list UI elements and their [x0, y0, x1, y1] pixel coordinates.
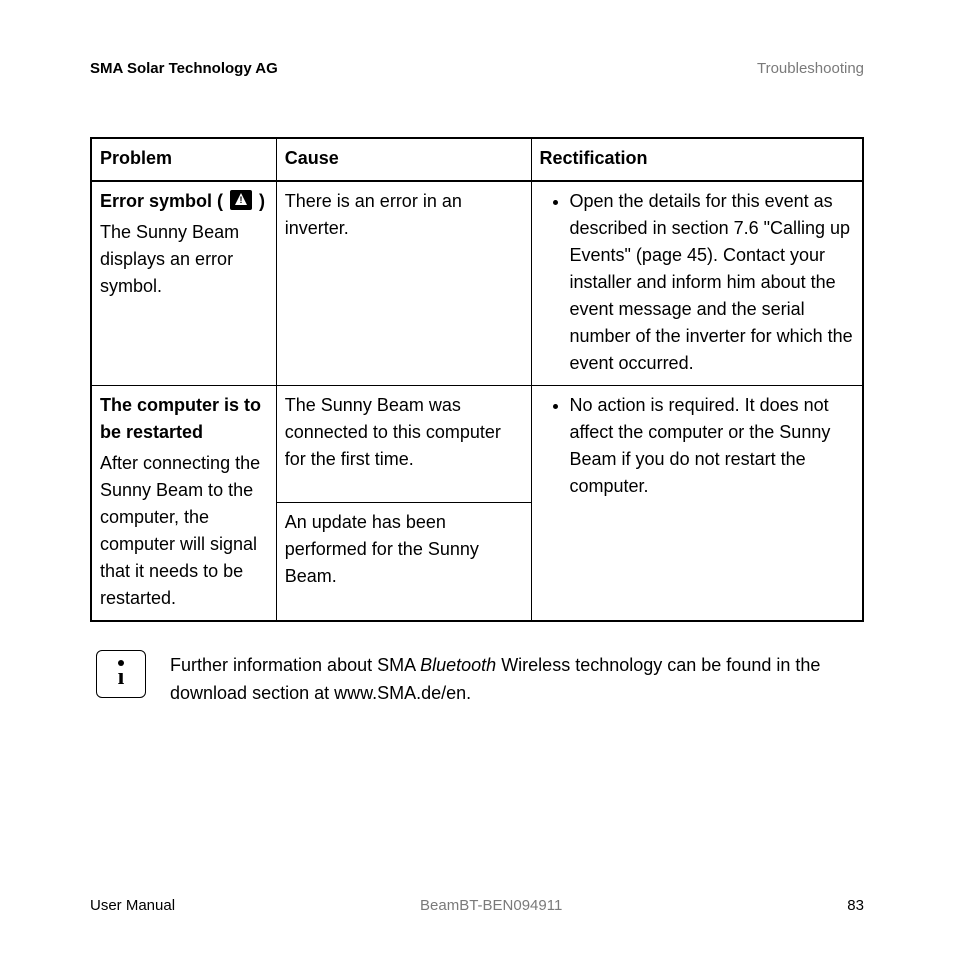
col-cause: Cause: [276, 138, 531, 181]
cell-cause: An update has been performed for the Sun…: [276, 503, 531, 621]
footer-left: User Manual: [90, 897, 175, 914]
page-header: SMA Solar Technology AG Troubleshooting: [90, 60, 864, 77]
rectification-list: No action is required. It does not affec…: [540, 392, 854, 500]
footer-page: 83: [807, 897, 864, 914]
info-note: ı Further information about SMA Bluetoot…: [90, 650, 864, 708]
col-problem: Problem: [91, 138, 276, 181]
problem-desc: The Sunny Beam displays an error symbol.: [100, 219, 268, 300]
col-rectification: Rectification: [531, 138, 863, 181]
problem-desc: After connecting the Sunny Beam to the c…: [100, 450, 268, 612]
table-header-row: Problem Cause Rectification: [91, 138, 863, 181]
note-italic: Bluetooth: [420, 655, 496, 675]
note-pre: Further information about SMA: [170, 655, 420, 675]
error-icon: [230, 190, 252, 210]
note-text: Further information about SMA Bluetooth …: [170, 650, 864, 708]
problem-title-post: ): [254, 191, 265, 211]
table-row: The computer is to be restarted After co…: [91, 386, 863, 503]
problem-title-pre: Error symbol (: [100, 191, 228, 211]
page-footer: User Manual BeamBT-BEN094911 83: [90, 897, 864, 914]
page: SMA Solar Technology AG Troubleshooting …: [0, 0, 954, 954]
header-section: Troubleshooting: [757, 60, 864, 77]
cell-rectification: Open the details for this event as descr…: [531, 181, 863, 386]
info-icon: ı: [96, 650, 146, 698]
rectification-item: No action is required. It does not affec…: [570, 392, 854, 500]
cell-problem: The computer is to be restarted After co…: [91, 386, 276, 622]
rectification-list: Open the details for this event as descr…: [540, 188, 854, 377]
cell-cause: The Sunny Beam was connected to this com…: [276, 386, 531, 503]
problem-title: The computer is to be restarted: [100, 392, 268, 446]
rectification-item: Open the details for this event as descr…: [570, 188, 854, 377]
info-glyph: ı: [118, 660, 125, 687]
cell-rectification: No action is required. It does not affec…: [531, 386, 863, 622]
table-row: Error symbol ( ) The Sunny Beam displays…: [91, 181, 863, 386]
footer-doc-id: BeamBT-BEN094911: [420, 897, 562, 914]
cell-cause: There is an error in an inverter.: [276, 181, 531, 386]
header-company: SMA Solar Technology AG: [90, 60, 278, 77]
cell-problem: Error symbol ( ) The Sunny Beam displays…: [91, 181, 276, 386]
troubleshooting-table: Problem Cause Rectification Error symbol…: [90, 137, 864, 622]
